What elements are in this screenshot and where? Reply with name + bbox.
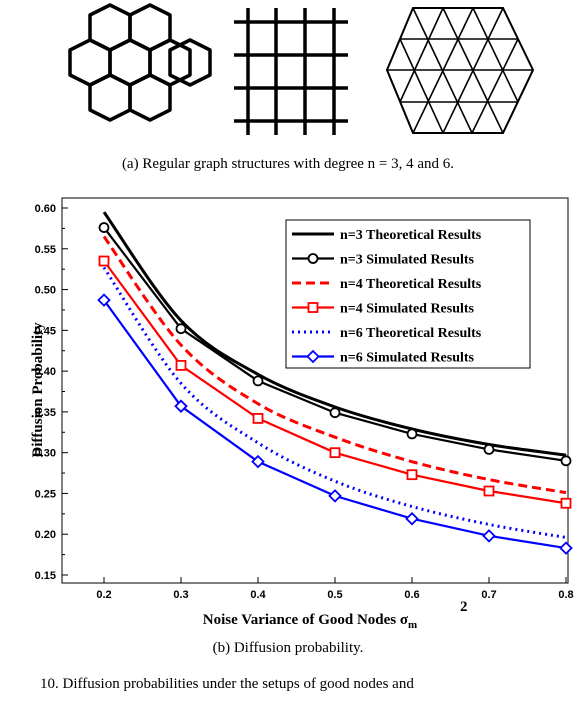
x-tick-label: 0.3 [173, 589, 188, 601]
x-tick-label: 0.2 [96, 589, 111, 601]
data-point-series-4 [98, 255, 110, 267]
x-tick-label: 0.7 [481, 589, 496, 601]
y-tick-label: 0.55 [35, 244, 56, 256]
plot-frame [61, 197, 569, 584]
legend-marker-4 [307, 302, 319, 313]
data-point-series-2 [406, 428, 418, 440]
y-tick-label: 0.50 [35, 285, 56, 297]
y-tick-label: 0.45 [35, 325, 56, 337]
y-tick-label: 0.60 [35, 203, 56, 215]
triangular-graph-n6 [385, 7, 535, 134]
square-grid-graph-n4 [234, 8, 348, 135]
y-tick-label: 0.35 [35, 407, 56, 419]
data-point-series-2 [98, 222, 110, 233]
legend-label-5: n=6 Theoretical Results [340, 326, 482, 341]
legend-box [285, 219, 531, 369]
data-point-series-6 [174, 399, 188, 413]
data-point-series-6 [405, 511, 419, 526]
legend-marker-2 [307, 253, 319, 264]
figure-caption: 10. Diffusion probabilities under the se… [40, 676, 414, 692]
legend-label-2: n=3 Simulated Results [340, 253, 475, 268]
x-tick-label: 0.4 [250, 589, 266, 601]
data-point-series-4 [252, 413, 264, 424]
y-tick-label: 0.20 [35, 529, 56, 541]
x-axis-label: Noise Variance of Good Nodes σm [203, 612, 417, 631]
data-point-series-6 [328, 489, 342, 503]
data-point-series-6 [482, 529, 496, 543]
honeycomb-graph-n3 [68, 3, 212, 122]
data-point-series-4 [483, 485, 495, 497]
x-tick-label: 0.5 [327, 589, 342, 601]
data-point-series-2 [329, 407, 341, 419]
diffusion-probability-chart: 0.150.200.250.300.350.400.450.500.550.60… [30, 197, 574, 631]
legend-marker-6 [306, 349, 320, 364]
data-point-series-6 [97, 293, 111, 307]
legend-label-6: n=6 Simulated Results [340, 351, 475, 366]
data-point-series-4 [329, 447, 341, 459]
y-tick-label: 0.15 [35, 570, 56, 582]
legend-label-3: n=4 Theoretical Results [340, 277, 482, 292]
data-point-series-6 [251, 454, 265, 469]
data-point-series-2 [560, 455, 572, 467]
data-point-series-2 [483, 444, 495, 455]
y-tick-label: 0.25 [35, 488, 56, 500]
data-point-series-2 [252, 375, 264, 387]
data-point-series-6 [559, 541, 573, 555]
x-tick-label: 0.6 [404, 589, 419, 601]
x-tick-label: 0.8 [558, 589, 573, 601]
data-point-series-4 [406, 469, 418, 481]
legend-label-4: n=4 Simulated Results [340, 302, 475, 317]
y-axis-label: Diffusion Probability [30, 322, 46, 458]
y-tick-label: 0.40 [35, 366, 56, 378]
regular-graph-structures [68, 3, 535, 135]
x-axis-label-superscript: 2 [460, 599, 468, 615]
y-tick-label: 0.30 [35, 448, 56, 460]
data-point-series-4 [175, 360, 187, 371]
data-point-series-2 [175, 323, 187, 335]
legend-label-1: n=3 Theoretical Results [340, 228, 482, 243]
series-line-3 [102, 235, 567, 495]
panel-b-caption: (b) Diffusion probability. [212, 640, 364, 656]
data-point-series-4 [560, 497, 572, 509]
panel-a-caption: (a) Regular graph structures with degree… [121, 156, 455, 172]
